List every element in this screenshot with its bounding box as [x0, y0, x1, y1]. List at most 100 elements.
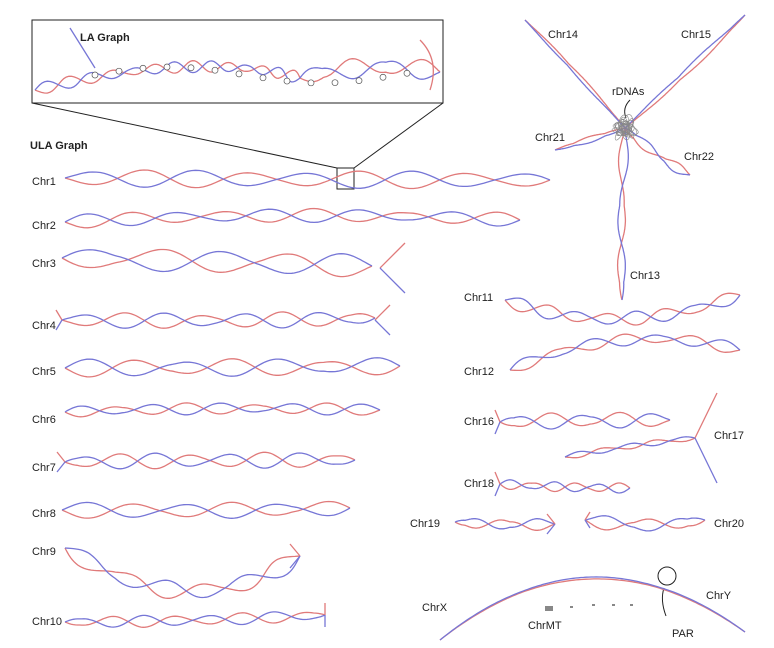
strand-red [554, 127, 626, 151]
graph-title: ULA Graph [30, 140, 88, 152]
strand-blue [584, 519, 591, 529]
strand-red [564, 437, 696, 459]
chromosome-label: Chr12 [464, 366, 494, 378]
chromosome-label: Chr7 [32, 462, 56, 474]
strand-blue [624, 14, 746, 129]
chromosome-label: Chr21 [535, 132, 565, 144]
la-node [403, 69, 411, 77]
strand-red [624, 127, 691, 176]
chromosome-label: Chr9 [32, 546, 56, 558]
strand-blue [64, 547, 301, 599]
strand-blue [584, 515, 706, 532]
strand-red [584, 511, 591, 521]
strand-blue [299, 60, 441, 80]
strand-blue [564, 436, 696, 458]
strand-blue [494, 421, 501, 435]
strand-blue [504, 294, 741, 325]
strand-blue [439, 576, 746, 641]
chromosome-label: Chr16 [464, 416, 494, 428]
annotation: rDNAs [612, 86, 645, 98]
strand-blue [379, 267, 406, 294]
strand-red [524, 19, 626, 129]
chromosome-label: Chr18 [464, 478, 494, 490]
chromosome-label: Chr17 [714, 430, 744, 442]
chromosome-label: Chr8 [32, 508, 56, 520]
strand-blue [374, 319, 391, 336]
strand-blue [64, 169, 551, 189]
strand-blue [64, 208, 521, 227]
strand-red [61, 248, 373, 278]
strand-red [499, 411, 671, 428]
chromosome-label: Chr2 [32, 220, 56, 232]
strand-blue [289, 555, 301, 569]
strand-red [694, 392, 718, 439]
la-node [283, 77, 291, 85]
strand-red [584, 518, 706, 531]
zoom-box [336, 167, 355, 190]
strand-blue [56, 461, 66, 473]
strand-red [379, 242, 406, 269]
strand-red [55, 309, 63, 321]
chromosome-label: Chr19 [410, 518, 440, 530]
strand-red [289, 543, 301, 557]
chromosome-label: Chr1 [32, 176, 56, 188]
strand-red [56, 451, 66, 463]
zoom-line [353, 102, 444, 169]
strand-blue [494, 483, 501, 497]
strand-red [454, 519, 556, 531]
la-node [187, 64, 195, 72]
strand-blue [499, 479, 631, 494]
la-node [331, 79, 339, 87]
strand-blue [61, 311, 376, 329]
strand-red [439, 578, 746, 641]
strand-blue [64, 402, 381, 416]
rdna-tangle [616, 123, 635, 136]
strand-blue [61, 249, 373, 275]
la-node [211, 66, 219, 74]
chromosome-label: Chr3 [32, 258, 56, 270]
chromosome-label: Chr14 [548, 29, 578, 41]
chromosome-label: Chr10 [32, 616, 62, 628]
chrmt-fragment [630, 604, 633, 606]
chromosome-label: Chr13 [630, 270, 660, 282]
par-circle [657, 566, 677, 586]
strand-red [624, 14, 746, 129]
strand-red [419, 39, 434, 91]
strand-blue [694, 437, 718, 484]
chromosome-label: ChrX [422, 602, 448, 614]
strand-blue [64, 357, 401, 377]
par-arrow [661, 587, 667, 617]
chrmt-fragment [570, 606, 573, 608]
chromosome-label: ChrMT [528, 620, 562, 632]
strand-blue [509, 334, 741, 371]
inset-box [31, 19, 444, 104]
strand-blue [524, 19, 626, 129]
strand-blue [64, 452, 356, 470]
la-node [139, 64, 147, 72]
strand-blue [499, 413, 671, 430]
strand-red [64, 402, 381, 418]
la-node [235, 70, 243, 78]
strand-blue [61, 501, 351, 519]
strand-blue [454, 518, 556, 530]
strand-red [494, 409, 501, 423]
la-node [259, 74, 267, 82]
chromosome-label: Chr6 [32, 414, 56, 426]
strand-red [64, 169, 551, 190]
strand-red [64, 358, 401, 378]
chrmt-fragment [545, 606, 553, 611]
strand-red [616, 127, 627, 301]
strand-red [64, 547, 301, 599]
la-node [163, 63, 171, 71]
chromosome-label: ChrY [706, 590, 732, 602]
la-node [115, 67, 123, 75]
rdna-tangle [618, 119, 638, 137]
strand-red [509, 333, 741, 372]
chromosome-label: Chr15 [681, 29, 711, 41]
strand-blue [34, 60, 301, 91]
chrmt-fragment [612, 604, 615, 606]
strand-blue [624, 127, 691, 176]
chromosome-label: Chr4 [32, 320, 56, 332]
chromosome-label: Chr20 [714, 518, 744, 530]
chromosome-label: Chr11 [464, 292, 493, 304]
